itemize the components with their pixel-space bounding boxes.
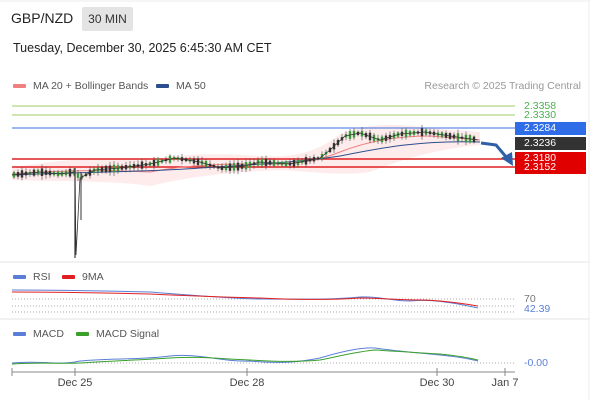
level-r1-label: 2.3330 (524, 109, 557, 121)
rsi-ma-line (11, 291, 479, 307)
pair-title: GBP/NZD (11, 10, 74, 26)
legend-rsi-ma: 9MA (62, 271, 104, 283)
legend-macd-signal-label: MACD Signal (96, 328, 160, 340)
candle-body (76, 173, 80, 178)
macd-signal-swatch (76, 332, 89, 337)
macd-line (11, 347, 479, 364)
x-label-dec28: Dec 28 (229, 377, 265, 389)
ma50-swatch (156, 84, 169, 89)
forecast-arrow-head (501, 152, 513, 166)
x-label-dec25: Dec 25 (57, 377, 93, 389)
legend-macd-signal: MACD Signal (76, 328, 159, 340)
level-s2-tag: 2.3152 (515, 161, 586, 174)
level-ma50-tag: 2.3284 (515, 122, 586, 135)
rsi-value: 42.39 (524, 303, 551, 315)
x-label-jan7: Jan 7 (491, 377, 519, 389)
timeframe-badge[interactable]: 30 MIN (82, 7, 133, 31)
legend-ma20-label: MA 20 + Bollinger Bands (33, 80, 149, 92)
legend-ma50: MA 50 (156, 80, 206, 92)
legend-macd: MACD (13, 328, 64, 340)
rsi-ma-swatch (62, 275, 75, 280)
legend-macd-label: MACD (33, 328, 64, 340)
macd-signal-line (11, 349, 479, 365)
rsi-level-label: 70 (524, 293, 536, 305)
rsi-swatch (13, 275, 26, 280)
credit-text: Research © 2025 Trading Central (424, 80, 581, 92)
legend-rsi: RSI (13, 271, 51, 283)
legend-rsi-ma-label: 9MA (82, 271, 104, 283)
last-price-tag: 2.3236 (515, 137, 586, 150)
level-r2-label: 2.3358 (524, 100, 557, 112)
forecast-arrow (480, 141, 509, 159)
timestamp: Tuesday, December 30, 2025 6:45:30 AM CE… (13, 41, 272, 55)
price-line (11, 131, 479, 256)
legend-ma20: MA 20 + Bollinger Bands (13, 80, 148, 92)
ma20-swatch (13, 84, 26, 89)
x-label-dec30: Dec 30 (419, 377, 455, 389)
legend-ma50-label: MA 50 (176, 80, 206, 92)
macd-value: -0.00 (524, 357, 548, 369)
legend-rsi-label: RSI (33, 271, 51, 283)
macd-swatch (13, 332, 26, 337)
